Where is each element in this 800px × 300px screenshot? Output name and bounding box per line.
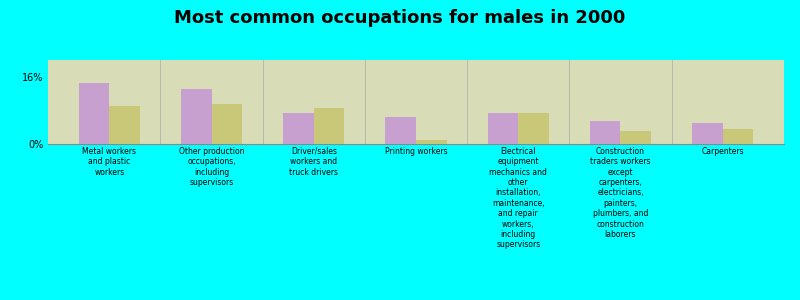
- Bar: [314, 108, 345, 144]
- Bar: [78, 83, 110, 144]
- Bar: [518, 112, 549, 144]
- Bar: [590, 121, 621, 144]
- Bar: [211, 104, 242, 144]
- Bar: [110, 106, 140, 144]
- Bar: [283, 112, 314, 144]
- Bar: [487, 112, 518, 144]
- Bar: [416, 140, 446, 144]
- Text: Most common occupations for males in 2000: Most common occupations for males in 200…: [174, 9, 626, 27]
- Bar: [386, 117, 416, 144]
- Bar: [722, 129, 754, 144]
- Bar: [181, 89, 211, 144]
- Bar: [692, 123, 722, 144]
- Bar: [621, 131, 651, 144]
